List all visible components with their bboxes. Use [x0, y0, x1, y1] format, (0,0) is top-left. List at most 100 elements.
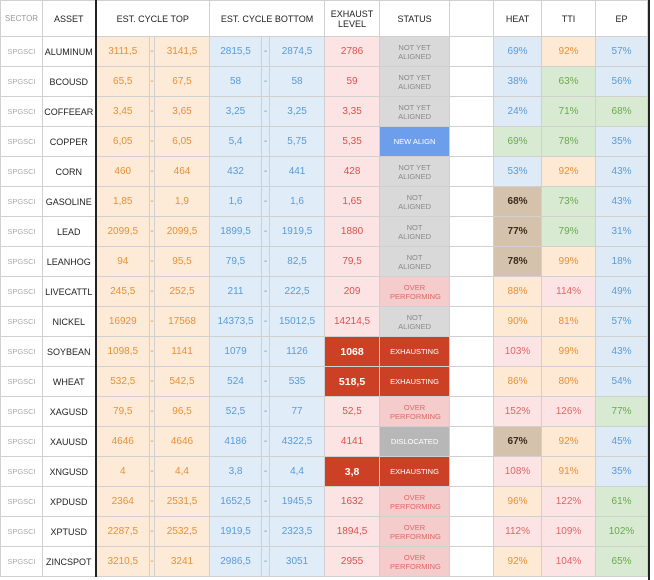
cycle-bottom-low: 3,8	[209, 456, 263, 487]
column-header[interactable]: EXHAUST LEVEL	[324, 0, 381, 37]
column-header[interactable]: EP	[595, 0, 649, 37]
table-row[interactable]: SPGSCI LIVECATTL 245,5-252,5 211-222,5 209 OV…	[0, 276, 649, 307]
separator: -	[261, 186, 271, 217]
cycle-bottom-high: 77	[269, 396, 326, 427]
separator: -	[261, 36, 271, 67]
status-badge: NOT YET ALIGNED	[379, 96, 451, 127]
table-row[interactable]: SPGSCI GASOLINE 1,85-1,9 1,6-1,6 1,65 NOT ALI…	[0, 186, 649, 217]
table-row[interactable]: SPGSCI LEANHOG 94-95,5 79,5-82,5 79,5 NOT ALI…	[0, 246, 649, 277]
cycle-bottom-high: 4,4	[269, 456, 326, 487]
table-row[interactable]: SPGSCI ZINCSPOT 3210,5-3241 2986,5-3051 2955…	[0, 546, 649, 577]
tti-cell: 81%	[541, 306, 597, 337]
cycle-top-low: 2364	[95, 486, 150, 517]
sector-cell: SPGSCI	[0, 216, 43, 247]
table-row[interactable]: SPGSCI XNGUSD 4-4,4 3,8-4,4 3,8 EXHAUSTING 108…	[0, 456, 649, 487]
ep-cell: 45%	[595, 426, 649, 457]
table-row[interactable]: SPGSCI XAUUSD 4646-4646 4186-4322,5 4141 DISL…	[0, 426, 649, 457]
cycle-top-low: 460	[95, 156, 150, 187]
status-badge: NOT YET ALIGNED	[379, 36, 451, 67]
cycle-bottom-high: 1,6	[269, 186, 326, 217]
blank-cell	[449, 36, 495, 67]
blank-cell	[449, 486, 495, 517]
column-header[interactable]: EST. CYCLE TOP	[94, 0, 211, 37]
exhaust-level: 518,5	[324, 366, 381, 397]
column-header[interactable]: TTI	[541, 0, 597, 37]
cycle-bottom-high: 58	[269, 66, 326, 97]
cycle-bottom-high: 3,25	[269, 96, 326, 127]
table-row[interactable]: SPGSCI XPTUSD 2287,5-2532,5 1919,5-2323,5 18…	[0, 516, 649, 547]
cycle-bottom-low: 524	[209, 366, 263, 397]
table-row[interactable]: SPGSCI LEAD 2099,5-2099,5 1899,5-1919,5 1880…	[0, 216, 649, 247]
heat-cell: 86%	[493, 366, 543, 397]
cycle-top-low: 16929	[95, 306, 150, 337]
sector-cell: SPGSCI	[0, 456, 43, 487]
status-badge: OVER PERFORMING	[379, 546, 451, 577]
cycle-top-high: 2531,5	[153, 486, 211, 517]
cycle-bottom-high: 5,75	[269, 126, 326, 157]
asset-cell: BCOUSD	[42, 66, 97, 97]
status-badge: DISLOCATED	[379, 426, 451, 457]
heat-cell: 69%	[493, 36, 543, 67]
ep-cell: 77%	[595, 396, 649, 427]
exhaust-level: 1068	[324, 336, 381, 367]
table-body: SPGSCI ALUMINUM 3111,5-3141,5 2815,5-2874,5…	[0, 36, 649, 577]
status-badge: NOT ALIGNED	[379, 246, 451, 277]
column-header[interactable]: STATUS	[379, 0, 451, 37]
asset-cell: XAGUSD	[42, 396, 97, 427]
heat-cell: 53%	[493, 156, 543, 187]
sector-cell: SPGSCI	[0, 96, 43, 127]
blank-cell	[449, 516, 495, 547]
table-row[interactable]: SPGSCI ALUMINUM 3111,5-3141,5 2815,5-2874,5…	[0, 36, 649, 67]
table-row[interactable]: SPGSCI SOYBEAN 1098,5-1141 1079-1126 1068 EXH…	[0, 336, 649, 367]
cycle-bottom-high: 1945,5	[269, 486, 326, 517]
blank-cell	[449, 66, 495, 97]
separator: -	[261, 396, 271, 427]
heat-cell: 69%	[493, 126, 543, 157]
table-row[interactable]: SPGSCI BCOUSD 65,5-67,5 58-58 59 NOT YET ALIG…	[0, 66, 649, 97]
separator: -	[261, 246, 271, 277]
tti-cell: 71%	[541, 96, 597, 127]
table-row[interactable]: SPGSCI NICKEL 16929-17568 14373,5-15012,5 14…	[0, 306, 649, 337]
blank-header	[449, 0, 495, 37]
cycle-top-high: 3,65	[153, 96, 211, 127]
table-row[interactable]: SPGSCI WHEAT 532,5-542,5 524-535 518,5 EXHAUS…	[0, 366, 649, 397]
separator: -	[261, 456, 271, 487]
cycle-top-high: 464	[153, 156, 211, 187]
sector-cell: SPGSCI	[0, 486, 43, 517]
column-header[interactable]: SECTOR	[0, 0, 43, 37]
blank-cell	[449, 156, 495, 187]
blank-cell	[449, 306, 495, 337]
ep-cell: 31%	[595, 216, 649, 247]
cycle-bottom-low: 2815,5	[209, 36, 263, 67]
asset-cell: XNGUSD	[42, 456, 97, 487]
status-badge: OVER PERFORMING	[379, 396, 451, 427]
cycle-top-low: 94	[95, 246, 150, 277]
cycle-top-high: 542,5	[153, 366, 211, 397]
table-row[interactable]: SPGSCI COPPER 6,05-6,05 5,4-5,75 5,35 NEW ALI…	[0, 126, 649, 157]
cycle-bottom-low: 79,5	[209, 246, 263, 277]
ep-cell: 57%	[595, 36, 649, 67]
sector-cell: SPGSCI	[0, 516, 43, 547]
heat-cell: 24%	[493, 96, 543, 127]
table-row[interactable]: SPGSCI CORN 460-464 432-441 428 NOT YET ALIGN…	[0, 156, 649, 187]
heat-cell: 92%	[493, 546, 543, 577]
table-row[interactable]: SPGSCI COFFEEAR 3,45-3,65 3,25-3,25 3,35 NOT …	[0, 96, 649, 127]
column-header[interactable]: EST. CYCLE BOTTOM	[209, 0, 326, 37]
sector-cell: SPGSCI	[0, 126, 43, 157]
separator: -	[261, 276, 271, 307]
column-header[interactable]: HEAT	[493, 0, 543, 37]
sector-cell: SPGSCI	[0, 366, 43, 397]
exhaust-level: 59	[324, 66, 381, 97]
sector-cell: SPGSCI	[0, 306, 43, 337]
sector-cell: SPGSCI	[0, 276, 43, 307]
cycle-bottom-low: 1652,5	[209, 486, 263, 517]
cycle-bottom-high: 222,5	[269, 276, 326, 307]
table-row[interactable]: SPGSCI XPDUSD 2364-2531,5 1652,5-1945,5 1632…	[0, 486, 649, 517]
asset-cell: SOYBEAN	[42, 336, 97, 367]
sector-cell: SPGSCI	[0, 336, 43, 367]
sector-cell: SPGSCI	[0, 36, 43, 67]
sector-cell: SPGSCI	[0, 546, 43, 577]
column-header[interactable]: ASSET	[42, 0, 97, 37]
table-row[interactable]: SPGSCI XAGUSD 79,5-96,5 52,5-77 52,5 OVER PER…	[0, 396, 649, 427]
tti-cell: 73%	[541, 186, 597, 217]
